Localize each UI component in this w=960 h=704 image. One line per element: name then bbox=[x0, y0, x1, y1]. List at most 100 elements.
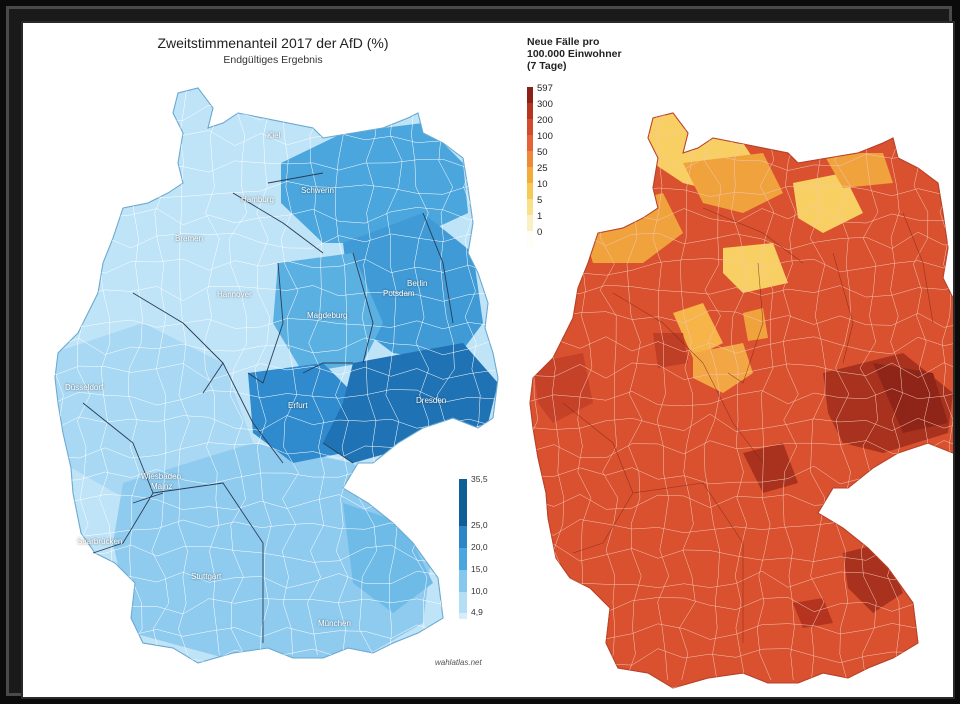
region-sachsen-darker bbox=[873, 363, 948, 433]
covid-legend-swatch bbox=[527, 87, 533, 103]
district-line bbox=[530, 388, 953, 407]
covid-legend-tick-597: 597 bbox=[537, 83, 553, 94]
district-line bbox=[679, 113, 696, 681]
covid-legend-tick-100: 100 bbox=[537, 131, 553, 142]
afd-legend-tick-20: 20,0 bbox=[471, 542, 488, 552]
district-line bbox=[178, 88, 190, 656]
covid-legend-tick-300: 300 bbox=[537, 99, 553, 110]
city-label-saarbruecken: Saarbrücken bbox=[77, 537, 123, 546]
covid-legend-tick-25: 25 bbox=[537, 163, 548, 174]
city-label-dresden: Dresden bbox=[416, 396, 447, 405]
covid-legend-tick-50: 50 bbox=[537, 147, 548, 158]
district-line bbox=[530, 440, 953, 458]
covid-legend-tick-200: 200 bbox=[537, 115, 553, 126]
district-line bbox=[530, 674, 953, 688]
city-label-kiel: Kiel bbox=[267, 131, 281, 140]
district-line bbox=[385, 88, 403, 656]
covid-legend-swatch bbox=[527, 231, 533, 247]
region-ns-yellow bbox=[723, 243, 788, 293]
district-line bbox=[307, 88, 325, 656]
district-line bbox=[530, 336, 953, 355]
region-mv-orange bbox=[823, 153, 893, 188]
legend-covid bbox=[527, 87, 533, 247]
afd-legend-swatch bbox=[459, 526, 467, 548]
state-borders-right bbox=[562, 207, 934, 643]
district-line bbox=[887, 113, 903, 681]
district-line bbox=[55, 415, 496, 431]
city-label-bremen: Bremen bbox=[175, 234, 204, 243]
maps-svg bbox=[54, 87, 953, 689]
district-line bbox=[55, 233, 496, 249]
district-line bbox=[55, 103, 496, 122]
district-line bbox=[530, 113, 953, 119]
district-line bbox=[55, 544, 496, 564]
city-label-potsdam: Potsdam bbox=[383, 289, 415, 298]
city-label-magdeburg: Magdeburg bbox=[307, 311, 348, 320]
city-label-erfurt: Erfurt bbox=[288, 401, 308, 410]
district-line bbox=[411, 88, 430, 656]
afd-legend-tick-15: 15,0 bbox=[471, 564, 488, 574]
district-line bbox=[55, 207, 496, 226]
covid-legend-swatch bbox=[527, 199, 533, 215]
city-label-berlin: Berlin bbox=[407, 279, 428, 288]
city-label-schwerin: Schwerin bbox=[301, 186, 334, 195]
district-line bbox=[359, 88, 377, 656]
district-line bbox=[652, 113, 669, 681]
district-line bbox=[55, 389, 496, 406]
district-line bbox=[530, 284, 953, 298]
right-map-covid bbox=[527, 87, 953, 689]
district-line bbox=[530, 413, 953, 432]
city-label-mainz: Mainz bbox=[151, 482, 173, 491]
afd-legend-swatch bbox=[459, 479, 467, 526]
covid-legend-swatch bbox=[527, 167, 533, 183]
left-map-subtitle: Endgültiges Ergebnis bbox=[223, 54, 323, 66]
district-line bbox=[55, 88, 496, 94]
city-label-hannover: Hannover bbox=[217, 290, 252, 299]
region-mv-yellow bbox=[793, 173, 863, 233]
covid-legend-swatch bbox=[527, 151, 533, 167]
city-label-hamburg: Hamburg bbox=[241, 195, 274, 204]
district-line bbox=[203, 88, 221, 656]
afd-legend-tick-10: 10,0 bbox=[471, 586, 488, 596]
district-line bbox=[228, 88, 247, 656]
afd-legend-swatch bbox=[459, 548, 467, 570]
legend-afd bbox=[459, 479, 467, 619]
region-sh-orange bbox=[683, 153, 783, 213]
afd-legend-tick-25: 25,0 bbox=[471, 520, 488, 530]
district-line bbox=[782, 113, 800, 681]
district-line bbox=[530, 258, 953, 276]
region-west-mid bbox=[55, 323, 253, 503]
covid-legend-tick-10: 10 bbox=[537, 179, 548, 190]
covid-legend-tick-0: 0 bbox=[537, 227, 543, 238]
afd-legend-swatch bbox=[459, 592, 467, 613]
afd-legend-swatch bbox=[459, 570, 467, 592]
afd-legend-tick-4-9: 4,9 bbox=[471, 607, 483, 617]
region-ns-center-yellow bbox=[673, 303, 723, 358]
district-line bbox=[254, 88, 272, 656]
map-canvas: Zweitstimmenanteil 2017 der AfD (%) Endg… bbox=[21, 21, 955, 699]
district-line bbox=[530, 231, 953, 251]
region-west-dark bbox=[533, 353, 593, 423]
district-line bbox=[280, 88, 299, 656]
region-east-bayern bbox=[343, 503, 433, 613]
germany-border-right bbox=[529, 112, 953, 689]
district-line bbox=[335, 88, 349, 656]
region-center-dark bbox=[653, 333, 688, 368]
state-borders-left bbox=[82, 172, 454, 643]
district-line bbox=[703, 113, 722, 681]
district-line bbox=[55, 337, 496, 356]
covid-legend-tick-1: 1 bbox=[537, 211, 543, 222]
district-line bbox=[756, 113, 775, 681]
source-credit: wahlatlas.net bbox=[435, 658, 482, 667]
district-line bbox=[530, 362, 953, 380]
covid-legend-tick-5: 5 bbox=[537, 195, 543, 206]
city-label-muenchen: München bbox=[318, 619, 351, 628]
district-line bbox=[55, 317, 496, 330]
district-line bbox=[730, 113, 747, 681]
district-line bbox=[55, 285, 496, 302]
region-mv bbox=[281, 123, 468, 243]
germany-border-left bbox=[54, 87, 499, 664]
district-line bbox=[55, 258, 496, 276]
covid-legend-swatch bbox=[527, 215, 533, 231]
afd-legend-swatch bbox=[459, 613, 467, 619]
